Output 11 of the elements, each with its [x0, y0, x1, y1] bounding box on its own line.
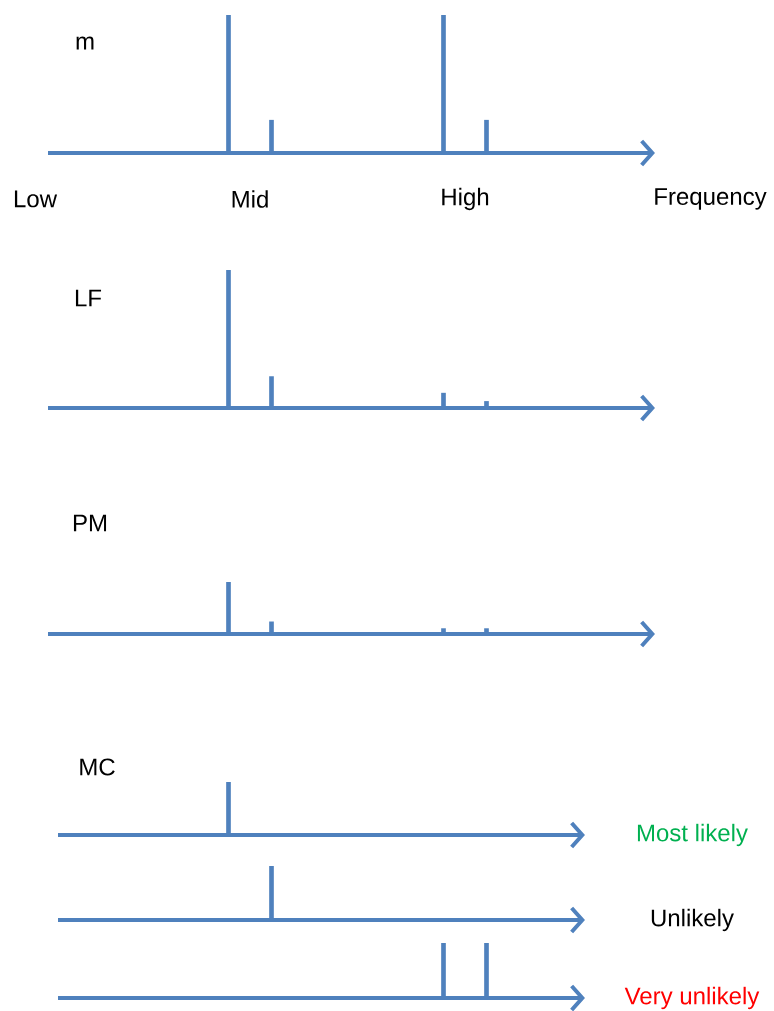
x-axis-title: Frequency: [655, 188, 767, 210]
text: LF: [75, 289, 102, 307]
x-tick-label: High: [442, 187, 489, 211]
text: Most likely: [637, 823, 748, 847]
text: Very unlikely: [624, 986, 760, 1010]
x-tick-label: Mid: [232, 190, 268, 208]
x-tick-label: Low: [14, 190, 58, 208]
text: Unlikely: [651, 908, 734, 932]
text: m: [76, 36, 94, 50]
chart-title: MC: [80, 758, 115, 776]
chart-title: PM: [73, 514, 107, 532]
